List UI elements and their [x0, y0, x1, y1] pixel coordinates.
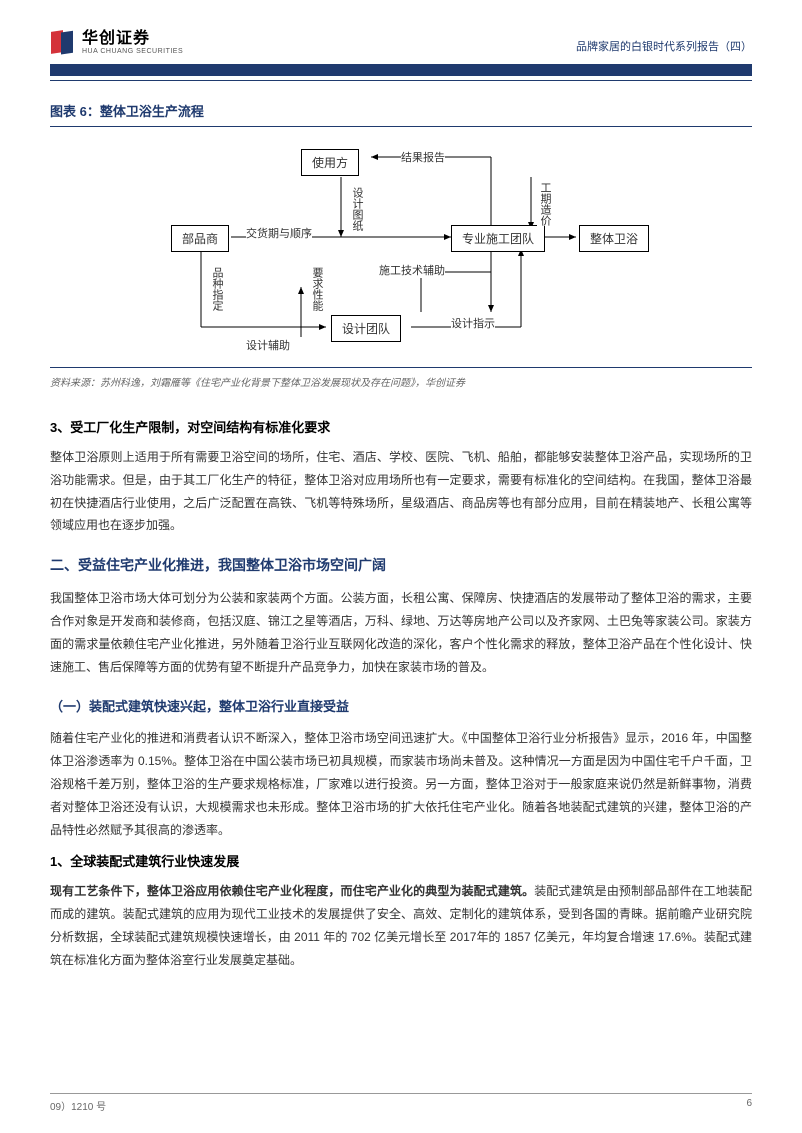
heading-s3: 3、受工厂化生产限制，对空间结构有标准化要求 — [50, 417, 752, 436]
para-s3: 整体卫浴原则上适用于所有需要卫浴空间的场所，住宅、酒店、学校、医院、飞机、船舶，… — [50, 446, 752, 537]
node-construct: 专业施工团队 — [451, 225, 545, 252]
edge-instruct: 设计指示 — [451, 315, 495, 331]
source-line — [50, 367, 752, 368]
edge-assist: 设计辅助 — [246, 337, 290, 353]
page-header: 华创证券 HUA CHUANG SECURITIES 品牌家居的白银时代系列报告… — [50, 30, 752, 56]
edge-tech: 施工技术辅助 — [379, 262, 445, 278]
heading-h2: 二、受益住宅产业化推进，我国整体卫浴市场空间广阔 — [50, 555, 752, 575]
para-s1: 现有工艺条件下，整体卫浴应用依赖住宅产业化程度，而住宅产业化的典型为装配式建筑。… — [50, 880, 752, 971]
figure-title-line — [50, 126, 752, 127]
figure-source: 资料来源：苏州科逸，刘霜雁等《住宅产业化背景下整体卫浴发展现状及存在问题》，华创… — [50, 374, 752, 389]
para-s1-bold: 现有工艺条件下，整体卫浴应用依赖住宅产业化程度，而住宅产业化的典型为装配式建筑。 — [50, 884, 534, 898]
node-design: 设计团队 — [331, 315, 401, 342]
logo-text-en: HUA CHUANG SECURITIES — [82, 48, 183, 56]
logo-text-cn: 华创证券 — [82, 30, 183, 48]
heading-sub1: （一）装配式建筑快速兴起，整体卫浴行业直接受益 — [50, 696, 752, 715]
edge-cost: 工期造价 — [537, 182, 553, 226]
para-sub1: 随着住宅产业化的推进和消费者认识不断深入，整体卫浴市场空间迅速扩大。《中国整体卫… — [50, 727, 752, 841]
footer-left: 09）1210 号 — [50, 1098, 106, 1113]
footer-page-number: 6 — [746, 1098, 752, 1113]
edge-drawings: 设计图纸 — [349, 187, 365, 231]
node-user: 使用方 — [301, 149, 359, 176]
page-footer: 09）1210 号 6 — [50, 1093, 752, 1113]
logo: 华创证券 HUA CHUANG SECURITIES — [50, 30, 183, 56]
edge-result: 结果报告 — [401, 149, 445, 165]
logo-icon — [50, 30, 76, 56]
heading-s1: 1、全球装配式建筑行业快速发展 — [50, 851, 752, 870]
edge-delivery: 交货期与顺序 — [246, 225, 312, 241]
node-product: 整体卫浴 — [579, 225, 649, 252]
flowchart: 使用方 部品商 专业施工团队 整体卫浴 设计团队 结果报告 设计图纸 交货期与顺… — [161, 137, 641, 357]
node-supplier: 部品商 — [171, 225, 229, 252]
header-subtitle: 品牌家居的白银时代系列报告（四） — [576, 30, 752, 54]
figure-title: 图表 6：整体卫浴生产流程 — [50, 101, 752, 120]
header-line — [50, 80, 752, 81]
para-h2: 我国整体卫浴市场大体可划分为公装和家装两个方面。公装方面，长租公寓、保障房、快捷… — [50, 587, 752, 678]
edge-perf: 要求性能 — [309, 267, 325, 311]
header-bar — [50, 64, 752, 76]
edge-spec: 品种指定 — [209, 267, 225, 311]
